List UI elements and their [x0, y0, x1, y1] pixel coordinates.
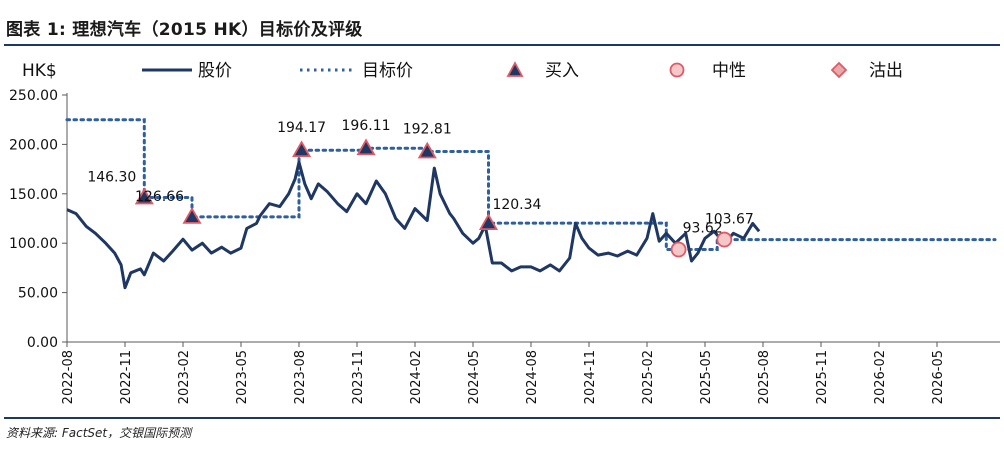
x-tick-label: 2026-02: [873, 350, 888, 404]
legend-buy-marker: [506, 61, 524, 77]
x-tick-label: 2023-02: [177, 350, 192, 404]
source-note: 资料来源: FactSet，交银国际预测: [6, 426, 192, 440]
rating-value-label: 103.67: [705, 212, 754, 228]
legend-buy-label: 买入: [545, 61, 579, 81]
legend-target-label: 目标价: [362, 61, 413, 81]
plot-area: 146.30 126.66 194.17 196.11 192.81 120.34 93.6…: [65, 118, 997, 290]
chart-svg: HK$ 股价 目标价 买入 中性 沽出 0.00 50.00 100.00 150.0…: [9, 61, 1000, 404]
rating-value-label: 196.11: [342, 118, 391, 134]
legend: HK$ 股价 目标价 买入 中性 沽出: [22, 61, 903, 81]
legend-neutral-marker: [669, 62, 685, 78]
y-tick-label: 150.00: [9, 187, 58, 203]
axes: 0.00 50.00 100.00 150.00 200.00 250.00 2022-08…: [9, 88, 1000, 404]
legend-neutral-label: 中性: [712, 61, 746, 81]
buy-marker: [478, 213, 499, 231]
legend-price-label: 股价: [198, 61, 232, 81]
rating-value-label: 146.30: [87, 169, 136, 185]
buy-marker: [356, 138, 376, 156]
buy-marker: [182, 207, 202, 224]
legend-sell-marker: [830, 61, 848, 79]
chart-title: 图表 1: 理想汽车（2015 HK）目标价及评级: [6, 20, 363, 40]
rating-value-label: 126.66: [135, 189, 184, 205]
x-tick-label: 2024-02: [409, 350, 424, 404]
x-tick-label: 2023-11: [351, 350, 366, 404]
x-tick-label: 2025-02: [641, 350, 656, 404]
x-tick-label: 2024-08: [525, 350, 540, 404]
rating-value-label: 120.34: [492, 197, 541, 213]
top-rule: [4, 44, 1000, 46]
x-tick-label: 2023-08: [293, 350, 308, 404]
neutral-marker: [716, 231, 733, 248]
y-tick-label: 50.00: [18, 286, 58, 302]
y-tick-label: 100.00: [9, 236, 58, 252]
buy-marker: [292, 140, 312, 158]
x-tick-label: 2022-11: [119, 350, 134, 404]
y-tick-label: 200.00: [9, 137, 58, 153]
buy-marker: [134, 187, 154, 205]
x-tick-label: 2025-05: [699, 350, 714, 404]
rating-value-label: 194.17: [277, 120, 326, 136]
legend-sell-label: 沽出: [869, 61, 903, 81]
neutral-marker: [670, 241, 687, 258]
x-tick-label: 2026-05: [931, 350, 946, 404]
x-tick-label: 2025-08: [757, 350, 772, 404]
x-tick-label: 2023-05: [235, 350, 250, 404]
x-tick-label: 2024-11: [583, 350, 598, 404]
target-price-line: [65, 118, 997, 251]
bottom-rule: [4, 417, 1000, 419]
share-price-line: [66, 160, 761, 290]
x-tick-label: 2025-11: [815, 350, 830, 404]
y-axis-unit-label: HK$: [22, 61, 57, 81]
x-tick-label: 2024-05: [467, 350, 482, 404]
y-tick-label: 0.00: [27, 335, 58, 351]
y-tick-label: 250.00: [9, 88, 58, 104]
buy-marker: [417, 141, 437, 159]
rating-value-label: 192.81: [403, 122, 452, 138]
x-tick-label: 2022-08: [61, 350, 76, 404]
rating-value-label: 93.62: [683, 221, 723, 237]
